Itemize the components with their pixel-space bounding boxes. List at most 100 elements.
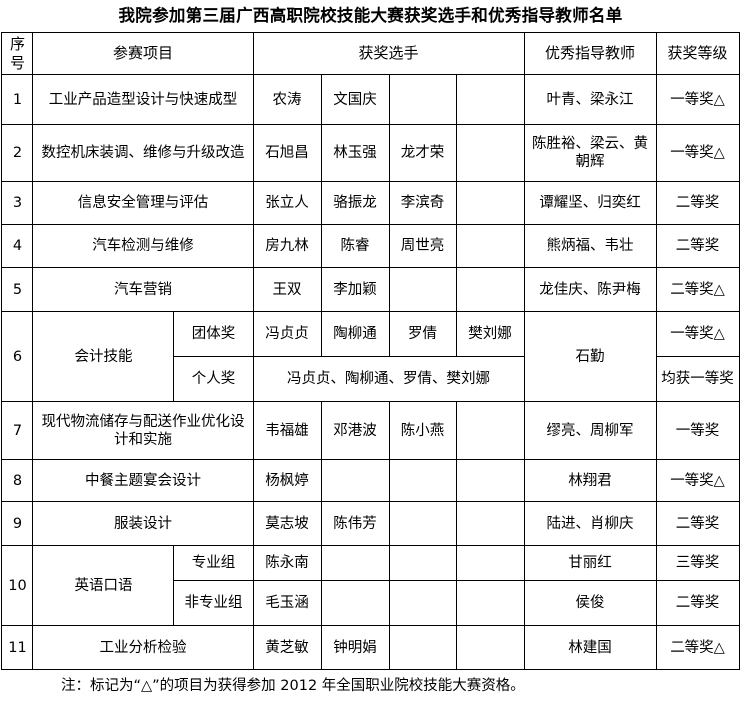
table-header: 序 号 参赛项目 获奖选手 优秀指导教师 获奖等级 [1,31,740,76]
cell-winner-2: 邓港波 [320,401,390,461]
cell-winner-4 [455,580,525,627]
cell-level: 三等奖 [655,545,740,582]
cell-project: 数控机床装调、维修与升级改造 [32,124,254,183]
cell-winner-4 [455,501,525,547]
cell-winner-1: 韦福雄 [252,401,322,461]
cell-winner-4 [455,267,525,313]
cell-winner-2: 李加颖 [320,267,390,313]
cell-winners-merged: 冯贞贞、陶柳通、罗倩、樊刘娜 [252,356,525,403]
footnote: 注：标记为“△”的项目为获得参加 2012 年全国职业院校技能大赛资格。 [61,678,525,695]
cell-winner-3: 龙才荣 [388,124,457,183]
cell-winner-3: 陈小燕 [388,401,457,461]
cell-winner-3: 罗倩 [388,311,457,358]
cell-winner-4 [455,181,525,226]
cell-winner-4 [455,124,525,183]
cell-winner-2: 骆振龙 [320,181,390,226]
cell-level: 二等奖△ [655,625,740,671]
cell-winner-3: 周世亮 [388,224,457,269]
header-winners: 获奖选手 [252,31,525,76]
header-level: 获奖等级 [655,31,740,76]
header-sequence-line1: 序 [9,34,25,53]
table-row: 1 工业产品造型设计与快速成型 农涛 文国庆 叶青、梁永江 一等奖△ [1,74,740,126]
cell-winner-3 [388,459,457,503]
cell-level: 一等奖 [655,401,740,461]
cell-winner-1: 石旭昌 [252,124,322,183]
cell-level: 均获一等奖 [655,356,740,403]
cell-winner-4 [455,459,525,503]
table-row: 6 会计技能 团体奖 冯贞贞 陶柳通 罗倩 樊刘娜 石勤 一等奖△ [1,311,740,403]
cell-level: 一等奖△ [655,124,740,183]
cell-project: 工业分析检验 [32,625,254,671]
cell-sequence: 6 [1,311,34,403]
cell-winner-2: 文国庆 [320,74,390,126]
cell-project: 汽车检测与维修 [32,224,254,269]
cell-winner-1: 冯贞贞 [252,311,322,358]
table-row: 11 工业分析检验 黄芝敏 钟明娟 林建国 二等奖△ [1,625,740,671]
cell-project: 信息安全管理与评估 [32,181,254,226]
cell-winner-1: 房九林 [252,224,322,269]
cell-winner-2: 陶柳通 [320,311,390,358]
cell-teachers: 石勤 [523,311,657,403]
cell-sequence: 3 [1,181,34,226]
cell-teachers: 侯俊 [523,580,657,627]
cell-level: 一等奖△ [655,311,740,358]
table-row: 非专业组 毛玉涵 侯俊 二等奖 [2,580,740,627]
cell-subgroup-label: 非专业组 [173,580,254,627]
cell-winner-1: 杨枫婷 [252,459,322,503]
cell-winner-2: 钟明娟 [320,625,390,671]
cell-sequence: 7 [1,401,34,461]
cell-winner-3 [388,625,457,671]
table-row: 7 现代物流储存与配送作业优化设计和实施 韦福雄 邓港波 陈小燕 缪亮、周柳军 … [1,401,740,461]
cell-level: 一等奖△ [655,459,740,503]
cell-winner-4 [455,625,525,671]
cell-sequence: 8 [1,459,34,503]
cell-winner-4 [455,74,525,126]
cell-sequence: 5 [1,267,34,313]
cell-winner-1: 陈永南 [252,545,322,582]
header-project: 参赛项目 [32,31,254,76]
cell-level: 一等奖△ [655,74,740,126]
cell-sequence: 11 [1,625,34,671]
cell-winner-2 [320,545,390,582]
table-row: 3 信息安全管理与评估 张立人 骆振龙 李滨奇 谭耀坚、归奕红 二等奖 [1,181,740,226]
cell-winner-4 [455,545,525,582]
cell-project: 英语口语 [32,545,175,627]
cell-winner-1: 黄芝敏 [252,625,322,671]
cell-project: 会计技能 [32,311,175,403]
cell-winner-4: 樊刘娜 [455,311,525,358]
table-row: 9 服装设计 莫志坡 陈伟芳 陆进、肖柳庆 二等奖 [1,501,740,547]
cell-teachers: 缪亮、周柳军 [523,401,657,461]
cell-winner-4 [455,224,525,269]
cell-level: 二等奖 [655,501,740,547]
cell-winner-1: 毛玉涵 [252,580,322,627]
cell-sequence: 10 [1,545,34,627]
table-row: 2 数控机床装调、维修与升级改造 石旭昌 林玉强 龙才荣 陈胜裕、梁云、黄朝辉 … [1,124,740,183]
cell-level: 二等奖 [655,580,740,627]
cell-teachers: 林建国 [523,625,657,671]
cell-winner-4 [455,401,525,461]
cell-winner-3 [388,580,457,627]
header-teachers: 优秀指导教师 [523,31,657,76]
cell-winner-1: 王双 [252,267,322,313]
cell-project: 服装设计 [32,501,254,547]
table-row: 5 汽车营销 王双 李加颖 龙佳庆、陈尹梅 二等奖△ [1,267,740,313]
cell-teachers: 林翔君 [523,459,657,503]
cell-project: 汽车营销 [32,267,254,313]
cell-project: 现代物流储存与配送作业优化设计和实施 [32,401,254,461]
table-row: 10 英语口语 专业组 陈永南 甘丽红 三等奖 [1,545,740,627]
cell-project: 中餐主题宴会设计 [32,459,254,503]
cell-winner-3: 李滨奇 [388,181,457,226]
cell-teachers: 熊炳福、韦壮 [523,224,657,269]
header-sequence: 序 号 [1,31,34,76]
cell-sequence: 4 [1,224,34,269]
cell-project: 工业产品造型设计与快速成型 [32,74,254,126]
cell-sequence: 1 [1,74,34,126]
table-row: 个人奖 冯贞贞、陶柳通、罗倩、樊刘娜 均获一等奖 [2,356,740,403]
table-row: 8 中餐主题宴会设计 杨枫婷 林翔君 一等奖△ [1,459,740,503]
cell-teachers: 甘丽红 [523,545,657,582]
cell-teachers: 谭耀坚、归奕红 [523,181,657,226]
cell-winner-2: 陈伟芳 [320,501,390,547]
cell-subgroup-label: 个人奖 [173,356,254,403]
table-row: 4 汽车检测与维修 房九林 陈睿 周世亮 熊炳福、韦壮 二等奖 [1,224,740,269]
